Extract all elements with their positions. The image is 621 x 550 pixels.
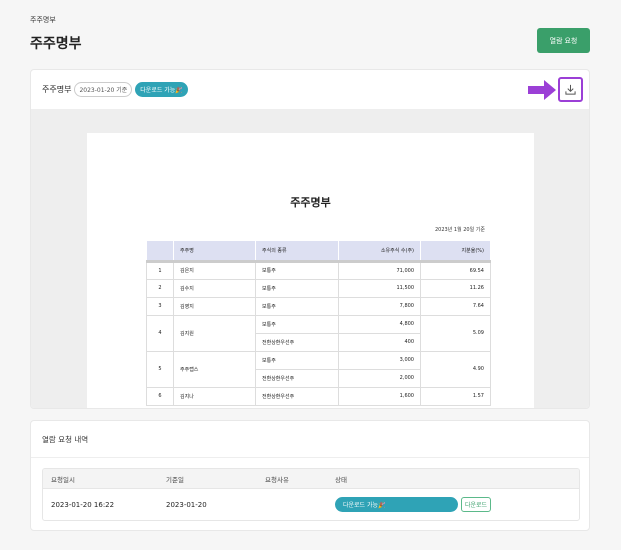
share-ratio: 11.26: [420, 278, 491, 298]
history-table: 요청일시 기준일 요청사유 상태 2023-01-20 16:22 2023-0…: [42, 468, 580, 521]
col-header: 소유주식 수(주): [338, 241, 421, 263]
col-header: 기준일: [166, 475, 184, 484]
shareholder-name: 김은지: [173, 260, 256, 280]
row-number: 4: [146, 314, 174, 352]
share-ratio: 7.64: [420, 296, 491, 316]
col-header: 요청사유: [265, 475, 289, 484]
date-badge: 2023-01-20 기준: [74, 82, 133, 97]
document-date: 2023년 1월 20일 기준: [434, 227, 485, 233]
document-preview[interactable]: 주주명부 2023년 1월 20일 기준 주주명 주식의 종류 소유주식 수(주…: [31, 109, 589, 408]
share-type: 보통주: [255, 296, 339, 316]
shareholder-name: 김수지: [173, 278, 256, 298]
share-type: 전환상환우선주: [255, 386, 339, 406]
document-title: 주주명부: [290, 196, 331, 209]
shareholder-name: 김지원: [173, 314, 256, 352]
history-title: 열람 요청 내역: [31, 421, 589, 458]
download-button[interactable]: 다운로드: [461, 497, 492, 512]
share-ratio: 69.54: [420, 260, 491, 280]
shareholder-name: 주주랩스: [173, 350, 256, 388]
shareholder-name: 김영지: [173, 296, 256, 316]
share-count: 4,800: [338, 314, 421, 334]
col-header: 주식의 종류: [255, 241, 339, 263]
request-view-button[interactable]: 열람 요청: [537, 28, 590, 53]
table-row: 전환상환우선주 400: [147, 332, 491, 352]
share-type: 보통주: [255, 260, 339, 280]
arrow-right-icon: [528, 80, 556, 100]
share-type: 보통주: [255, 350, 339, 370]
share-ratio: 4.90: [420, 350, 491, 388]
table-row: 전환상환우선주 2,000: [147, 368, 491, 388]
history-row: 2023-01-20 16:22 2023-01-20 다운로드 가능🎉 다운로…: [43, 489, 579, 520]
table-row: 3 김영지 보통주 7,800 7.64: [146, 296, 491, 316]
share-ratio: 1.57: [420, 386, 491, 406]
history-card: 열람 요청 내역 요청일시 기준일 요청사유 상태 2023-01-20 16:…: [30, 420, 590, 531]
col-header: 요청일시: [51, 475, 75, 484]
download-button[interactable]: [558, 77, 583, 102]
table-row: 5 주주랩스 보통주 3,000 4.90: [146, 350, 491, 388]
share-count: 7,800: [338, 296, 421, 316]
table-row: 4 김지원 보통주 4,800 5.09: [146, 314, 491, 352]
col-header: [146, 241, 174, 263]
share-count: 1,600: [338, 386, 421, 406]
table-row: 2 김수지 보통주 11,500 11.26: [146, 278, 491, 298]
col-header: 상태: [335, 475, 347, 484]
breadcrumb: 주주명부: [30, 16, 56, 24]
viewer-header: 주주명부 2023-01-20 기준 다운로드 가능🎉: [31, 70, 589, 109]
page-title: 주주명부: [30, 36, 82, 52]
row-number: 6: [146, 386, 174, 406]
col-header: 지분율(%): [420, 241, 491, 263]
col-header: 주주명: [173, 241, 256, 263]
status-badge: 다운로드 가능🎉: [135, 82, 188, 97]
document-page: 주주명부 2023년 1월 20일 기준 주주명 주식의 종류 소유주식 수(주…: [87, 133, 534, 408]
shareholder-name: 김지나: [173, 386, 256, 406]
shareholder-table: 주주명 주식의 종류 소유주식 수(주) 지분율(%) 1 김은지 보통주 71,00…: [146, 241, 491, 406]
download-icon: [565, 84, 576, 95]
requested-at: 2023-01-20 16:22: [51, 500, 115, 509]
table-row: 1 김은지 보통주 71,000 69.54: [146, 260, 491, 280]
share-type: 전환상환우선주: [255, 368, 339, 388]
share-count: 3,000: [338, 350, 421, 370]
share-type: 전환상환우선주: [255, 332, 339, 352]
viewer-label: 주주명부: [42, 85, 72, 94]
share-ratio: 5.09: [420, 314, 491, 352]
share-count: 11,500: [338, 278, 421, 298]
row-number: 2: [146, 278, 174, 298]
share-count: 2,000: [338, 368, 421, 388]
base-date: 2023-01-20: [166, 500, 207, 509]
row-number: 3: [146, 296, 174, 316]
viewer-card: 주주명부 2023-01-20 기준 다운로드 가능🎉 주주명부 2023년 1…: [30, 69, 590, 409]
table-row: 6 김지나 전환상환우선주 1,600 1.57: [146, 386, 491, 406]
status-badge: 다운로드 가능🎉: [335, 497, 458, 512]
share-type: 보통주: [255, 278, 339, 298]
history-header-row: 요청일시 기준일 요청사유 상태: [43, 469, 579, 489]
share-count: 400: [338, 332, 421, 352]
row-number: 1: [146, 260, 174, 280]
share-type: 보통주: [255, 314, 339, 334]
share-count: 71,000: [338, 260, 421, 280]
row-number: 5: [146, 350, 174, 388]
